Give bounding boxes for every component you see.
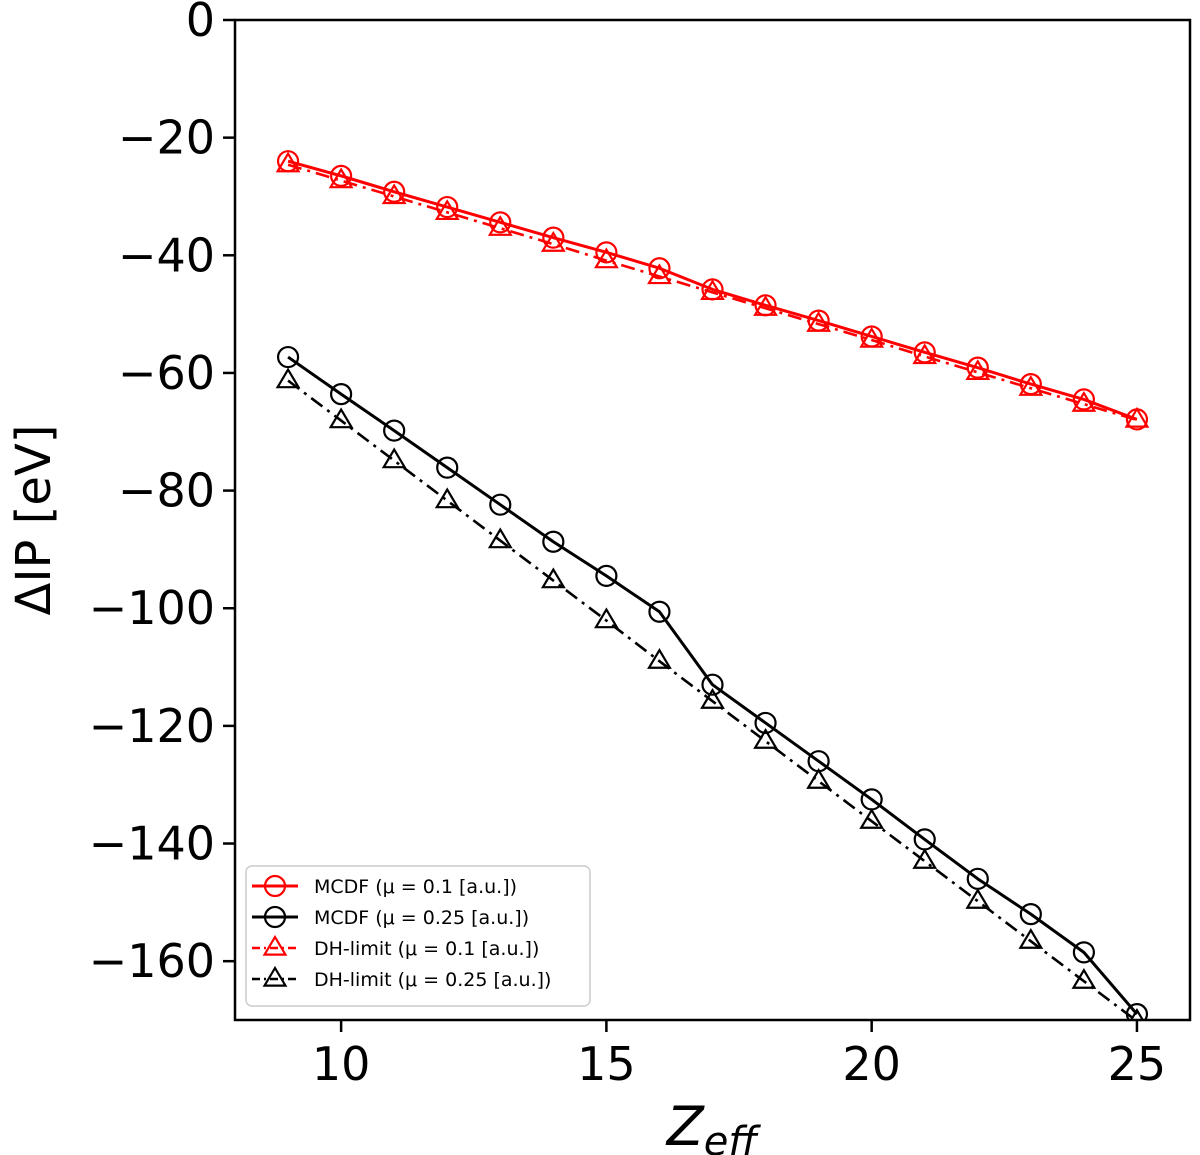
data-point [806,768,831,789]
data-point [648,600,671,623]
data-point [754,711,777,735]
data-point [647,648,672,669]
x-tick-label: 20 [842,1037,901,1091]
data-point [275,367,301,389]
data-point [595,564,618,587]
data-point [913,828,936,851]
legend-box [245,865,591,1007]
data-point [540,230,566,252]
data-point [807,750,830,773]
legend: MCDF (μ = 0.1 [a.u.]) MCDF (μ = 0.25 [a.u… [245,865,591,1007]
data-point [276,345,300,369]
data-point [594,247,619,269]
y-tick-label: −20 [118,111,215,165]
data-point [1072,388,1095,411]
data-point [595,241,618,264]
data-point [487,215,513,236]
legend-entry: DH-limit (μ = 0.25 [a.u.]) [252,965,551,991]
y-tick-label: −140 [89,817,215,871]
data-point [807,309,830,332]
data-point [754,294,777,317]
data-point [381,447,407,469]
x-tick-label: 15 [577,1037,636,1091]
data-point [434,487,460,509]
data-point [434,199,460,221]
data-point [1125,1003,1149,1020]
data-point [965,888,991,909]
data-point [1071,968,1097,989]
data-point [540,567,566,589]
data-point [1018,928,1044,949]
y-tick-label: −40 [118,228,215,282]
y-tick-label: −160 [89,934,215,988]
data-point [487,527,513,549]
legend-label: MCDF (μ = 0.1 [a.u.]) [314,876,517,898]
x-axis: 10 15 20 25 [312,1020,1166,1091]
data-point [753,728,778,749]
series-line [287,379,1138,1020]
data-point [489,493,512,516]
data-point [328,407,354,429]
data-point [330,164,353,187]
data-point [701,278,724,301]
legend-marker [263,874,287,898]
x-tick-label: 25 [1108,1037,1167,1091]
y-tick-label: −120 [89,699,215,753]
legend-label: DH-limit (μ = 0.25 [a.u.]) [314,969,551,991]
data-point [648,257,671,280]
data-point [966,867,989,890]
legend-marker [262,965,288,987]
x-axis-label-base: Z [665,1095,705,1155]
data-point [1125,408,1149,431]
y-tick-label: −100 [89,581,215,635]
data-point [330,383,353,406]
plot-area [275,150,1150,1020]
y-tick-label: −80 [118,464,215,518]
data-point [912,848,938,869]
series-line [287,163,1138,422]
series-3 [275,367,1145,1020]
legend-marker [263,905,287,929]
data-point [913,341,936,364]
y-axis: 0 −20 −40 −60 −80 −100 −120 −140 −160 [89,0,235,988]
series-line [287,355,1139,1016]
data-point [700,688,725,709]
data-point [383,180,406,203]
y-axis-label: ΔIP [eV] [6,424,62,615]
legend-marker [262,934,288,956]
data-point [489,211,512,234]
data-point [436,456,459,479]
series-0 [276,150,1149,431]
data-point [436,195,459,219]
legend-label: MCDF (μ = 0.25 [a.u.]) [314,907,529,929]
plot-frame [233,18,1192,1022]
data-point [542,530,565,553]
data-point [594,607,619,629]
legend-label: DH-limit (μ = 0.1 [a.u.]) [314,938,539,960]
series-1 [276,345,1149,1020]
legend-entry: MCDF (μ = 0.1 [a.u.]) [252,874,517,898]
data-point [966,356,989,379]
data-point [383,419,406,442]
x-axis-label: Zeff [665,1095,762,1155]
data-point [1019,903,1042,926]
data-point [860,325,883,348]
y-tick-label: −60 [118,346,215,400]
data-point [701,673,724,696]
data-point [859,808,885,829]
series-line [287,159,1138,421]
data-point [276,150,300,173]
data-point [542,226,565,249]
data-point [647,263,672,285]
x-tick-label: 10 [312,1037,371,1091]
x-axis-label-sub: eff [704,1119,762,1155]
data-point [860,788,883,811]
legend-entry: MCDF (μ = 0.25 [a.u.]) [252,905,529,929]
legend-entry: DH-limit (μ = 0.1 [a.u.]) [252,934,539,960]
y-tick-label: 0 [186,0,215,47]
data-point [1072,941,1095,964]
data-point [1019,373,1042,396]
